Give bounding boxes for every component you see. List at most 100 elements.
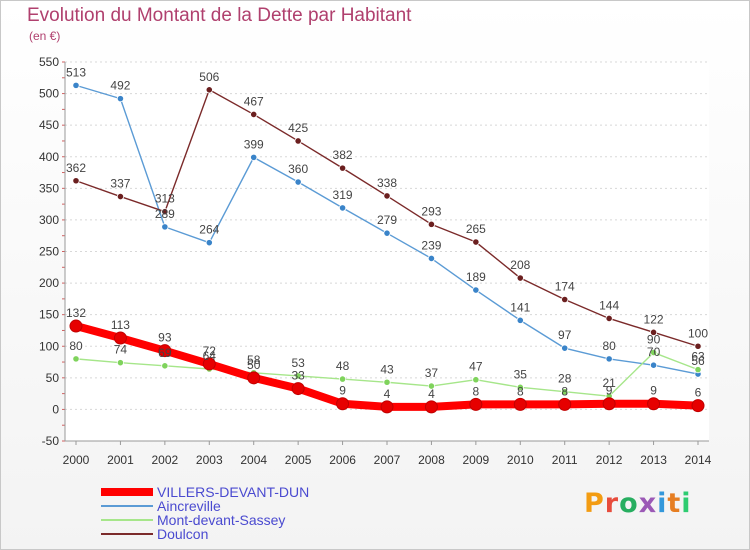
data-label: 90 [647, 333, 661, 347]
data-point [336, 397, 350, 411]
y-tick-label: 450 [39, 118, 59, 132]
legend-item: Mont-devant-Sassey [101, 512, 309, 528]
data-label: 122 [644, 312, 664, 326]
legend-item: VILLERS-DEVANT-DUN [101, 484, 309, 500]
legend-label: Doulcon [157, 526, 209, 542]
data-point [291, 382, 305, 396]
data-point [694, 342, 702, 350]
data-label: 93 [158, 331, 172, 345]
data-label: 265 [466, 222, 486, 236]
data-label: 313 [155, 192, 175, 206]
legend-swatch [101, 533, 153, 535]
data-label: 72 [203, 344, 217, 358]
data-point [691, 399, 705, 413]
data-label: 33 [291, 369, 305, 383]
data-point [605, 355, 613, 363]
x-tick-label: 2001 [107, 453, 134, 467]
data-label: 132 [66, 306, 86, 320]
y-tick-label: 250 [39, 245, 59, 259]
data-label: 58 [247, 353, 261, 367]
legend-label: Mont-devant-Sassey [157, 512, 286, 528]
data-point [338, 375, 347, 383]
data-point [116, 95, 125, 103]
data-label: 100 [688, 326, 708, 340]
data-point [516, 316, 524, 324]
data-label: 80 [69, 339, 83, 353]
data-label: 338 [377, 176, 397, 190]
data-point [561, 388, 569, 396]
data-point [605, 314, 613, 323]
data-point [472, 376, 480, 384]
logo-letter: x [638, 488, 658, 519]
data-label: 8 [473, 384, 480, 398]
data-label: 4 [384, 387, 391, 401]
data-label: 80 [602, 339, 616, 353]
data-label: 513 [66, 65, 86, 79]
x-tick-label: 2010 [507, 453, 534, 467]
data-label: 50 [247, 358, 261, 372]
legend-item: Doulcon [101, 526, 309, 542]
data-point [158, 344, 172, 358]
data-point [202, 357, 216, 371]
data-label: 21 [602, 376, 616, 390]
data-label: 48 [336, 359, 350, 373]
data-label: 53 [291, 356, 305, 370]
data-label: 492 [110, 79, 130, 93]
data-point [561, 295, 569, 304]
data-label: 9 [339, 384, 346, 398]
data-point [294, 137, 302, 145]
y-tick-label: 150 [39, 308, 59, 322]
data-label: 362 [66, 161, 86, 175]
data-label: 289 [155, 207, 175, 221]
data-point [161, 223, 169, 231]
chart-subtitle: (en €) [29, 29, 61, 43]
data-point [694, 366, 702, 374]
legend-swatch [101, 488, 153, 496]
data-point [469, 397, 483, 411]
legend-item: Aincreville [101, 498, 309, 514]
data-label: 97 [558, 328, 572, 342]
logo-letter: t [667, 488, 682, 519]
data-point [649, 361, 658, 369]
x-tick-label: 2012 [596, 453, 623, 467]
data-label: 144 [599, 298, 619, 312]
data-point [649, 348, 658, 357]
data-label: 8 [517, 384, 524, 398]
data-label: 64 [203, 349, 217, 363]
data-point [516, 383, 524, 391]
data-point [250, 110, 258, 119]
data-point [205, 239, 213, 247]
x-tick-label: 2014 [685, 453, 712, 467]
data-point [72, 355, 80, 363]
data-point [472, 286, 480, 294]
data-label: 28 [558, 372, 572, 386]
data-label: 63 [691, 350, 705, 364]
data-point [338, 164, 347, 172]
data-point [161, 208, 169, 216]
data-point [558, 397, 572, 411]
data-label: 74 [114, 343, 128, 357]
y-tick-label: 50 [46, 371, 60, 385]
data-point [338, 204, 347, 212]
y-tick-label: 200 [39, 276, 59, 290]
data-label: 506 [199, 70, 219, 84]
data-point [72, 177, 80, 185]
data-label: 69 [158, 346, 172, 360]
data-label: 4 [428, 387, 435, 401]
data-label: 360 [288, 162, 308, 176]
y-tick-label: 350 [39, 181, 59, 195]
data-label: 319 [333, 188, 353, 202]
data-point [424, 400, 438, 414]
data-label: 113 [111, 318, 130, 332]
x-tick-label: 2006 [329, 453, 356, 467]
proxiti-logo: Proxiti [584, 488, 692, 519]
data-point [427, 254, 436, 263]
logo-letter: r [604, 488, 620, 519]
data-label: 293 [421, 204, 441, 218]
x-tick-label: 2000 [63, 453, 90, 467]
data-label: 9 [606, 384, 613, 398]
y-tick-label: -50 [42, 434, 60, 448]
data-label: 47 [469, 360, 483, 374]
data-point [427, 220, 436, 228]
